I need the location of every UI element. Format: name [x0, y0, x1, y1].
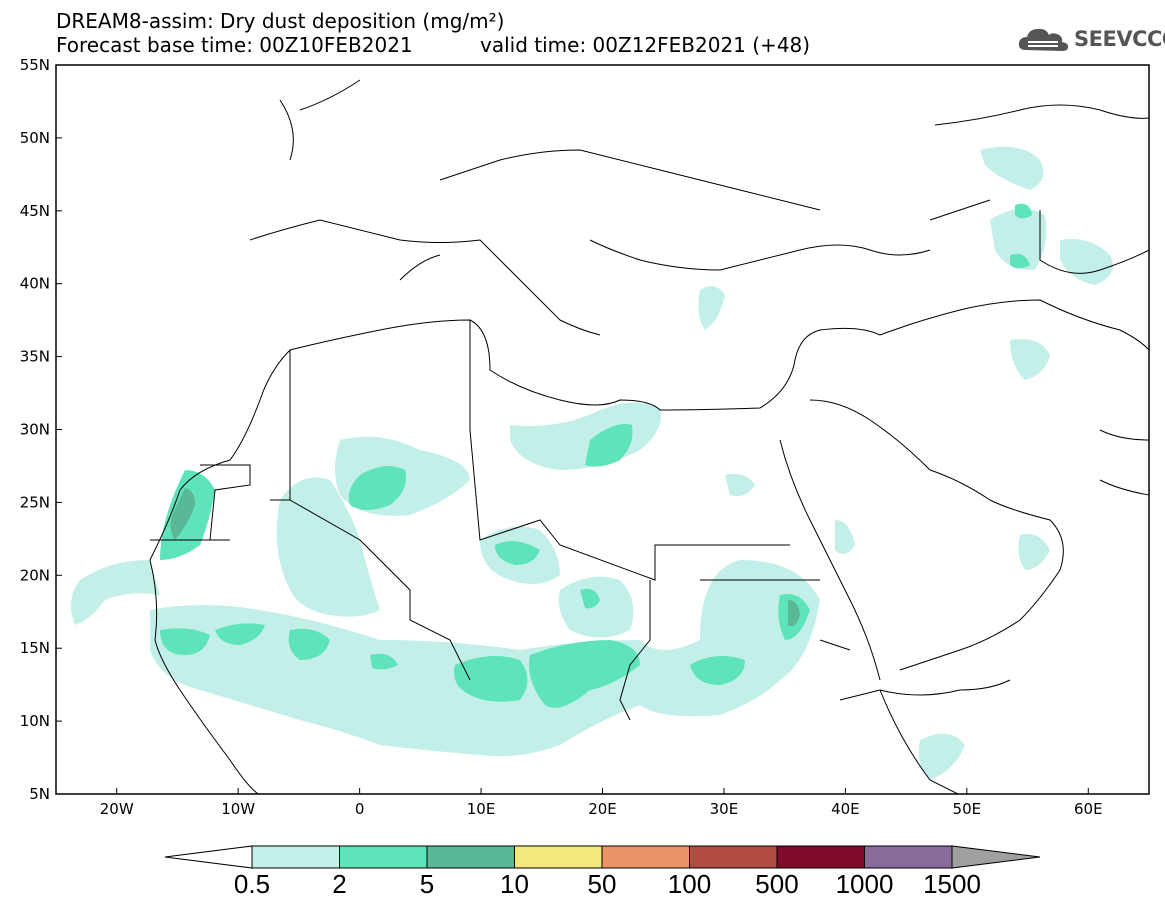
colorbar-swatch: [251, 845, 340, 869]
colorbar-label: 10: [500, 869, 529, 899]
colorbar-swatch: [339, 845, 428, 869]
lon-tick-label: 10W: [221, 800, 255, 818]
deposition-layer-medium: [160, 203, 1032, 708]
lat-tick-label: 5N: [29, 785, 50, 803]
colorbar-label: 100: [668, 869, 711, 899]
colorbar-label: 1000: [836, 869, 894, 899]
lon-tick-label: 30E: [710, 800, 739, 818]
lat-tick-label: 25N: [20, 493, 50, 511]
lat-tick-label: 50N: [20, 129, 50, 147]
lat-tick-label: 30N: [20, 421, 50, 439]
colorbar-label: 0.5: [234, 869, 270, 899]
colorbar-under-arrow: [164, 845, 253, 869]
latitude-axis: 55N 50N 45N 40N 35N 30N 25N 20N 15N 10N 5N: [20, 56, 62, 803]
lat-tick-label: 35N: [20, 348, 50, 366]
colorbar-swatch: [864, 845, 953, 869]
lon-tick-label: 50E: [953, 800, 982, 818]
coastlines-borders: [149, 79, 1149, 794]
colorbar-legend: 0.5 2 5 10 50 100 500 1000 1500: [164, 845, 1041, 899]
colorbar-swatch: [689, 845, 778, 869]
colorbar-label: 50: [588, 869, 617, 899]
lat-tick-label: 20N: [20, 566, 50, 584]
deposition-layer-high: [170, 488, 800, 627]
lon-tick-label: 60E: [1074, 800, 1103, 818]
valid-time: valid time: 00Z12FEB2021 (+48): [480, 33, 811, 57]
map-area: [71, 146, 1113, 780]
lon-tick-label: 0: [355, 800, 365, 818]
colorbar-label: 1500: [923, 869, 981, 899]
forecast-base-time: Forecast base time: 00Z10FEB2021: [56, 33, 413, 57]
colorbar-label: 5: [420, 869, 434, 899]
lat-tick-label: 55N: [20, 56, 50, 74]
lon-tick-label: 10E: [467, 800, 496, 818]
deposition-layer-light: [71, 146, 1113, 780]
colorbar-swatch: [426, 845, 515, 869]
colorbar-swatch: [514, 845, 603, 869]
lat-tick-label: 40N: [20, 275, 50, 293]
colorbar-over-arrow: [951, 845, 1041, 869]
lat-tick-label: 10N: [20, 712, 50, 730]
lon-tick-label: 20E: [588, 800, 617, 818]
colorbar-label: 2: [332, 869, 346, 899]
lon-tick-label: 40E: [831, 800, 860, 818]
colorbar-label: 500: [755, 869, 798, 899]
colorbar-swatch: [776, 845, 865, 869]
logo-text: SEEVCCC: [1074, 27, 1165, 51]
lat-tick-label: 15N: [20, 639, 50, 657]
colorbar-swatch: [601, 845, 690, 869]
cloud-logo-icon: [1018, 28, 1069, 51]
seevccc-logo: SEEVCCC: [1018, 24, 1165, 54]
map-title: DREAM8-assim: Dry dust deposition (mg/m²…: [56, 9, 505, 33]
lat-tick-label: 45N: [20, 202, 50, 220]
longitude-axis: 20W 10W 0 10E 20E 30E 40E 50E 60E: [100, 788, 1103, 818]
lon-tick-label: 20W: [100, 800, 134, 818]
